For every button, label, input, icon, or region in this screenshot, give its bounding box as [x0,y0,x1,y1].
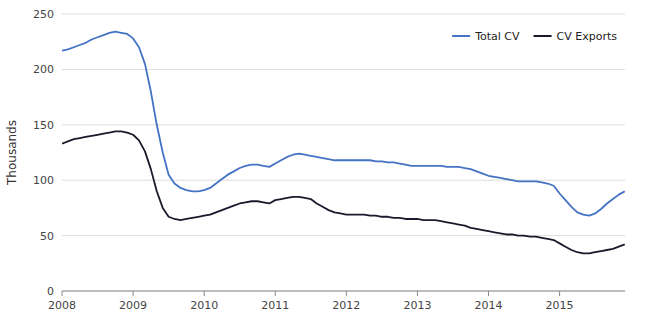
y-axis-label: Thousands [5,120,19,186]
x-tick [559,291,560,296]
x-tick [488,291,489,296]
x-tick-label: 2012 [332,299,360,312]
legend-label: Total CV [474,30,520,43]
x-tick [275,291,276,296]
y-tick-label: 250 [33,8,54,21]
x-tick [417,291,418,296]
grid-line [62,235,625,236]
legend-item: CV Exports [534,30,618,43]
legend: Total CV CV Exports [452,30,617,43]
grid-line [62,14,625,15]
grid-line [62,124,625,125]
legend-item: Total CV [452,30,520,43]
grid-line [62,291,625,292]
series-line [62,131,625,253]
x-tick [133,291,134,296]
legend-swatch [452,35,470,37]
x-tick-label: 2010 [190,299,218,312]
x-tick-label: 2014 [475,299,503,312]
y-tick-label: 100 [33,174,54,187]
x-tick [346,291,347,296]
legend-label: CV Exports [557,30,618,43]
legend-swatch [534,35,552,37]
y-tick-label: 0 [47,285,54,298]
x-tick-label: 2015 [546,299,574,312]
grid-line [62,180,625,181]
x-tick [62,291,63,296]
y-tick-label: 150 [33,119,54,132]
chart: 0501001502002502008200920102011201220132… [0,0,645,331]
x-tick-label: 2008 [48,299,76,312]
y-tick-label: 50 [40,230,54,243]
x-tick-label: 2009 [119,299,147,312]
x-tick-label: 2013 [403,299,431,312]
y-tick-label: 200 [33,63,54,76]
x-axis-line [62,291,625,292]
y-axis: 0 50 100 150 200 250 [33,8,625,298]
x-tick-label: 2011 [261,299,289,312]
series-line [62,32,625,216]
x-tick [204,291,205,296]
lines [62,32,625,254]
x-axis: 2008 2009 2010 2011 2012 2013 2014 2015 [48,291,625,312]
